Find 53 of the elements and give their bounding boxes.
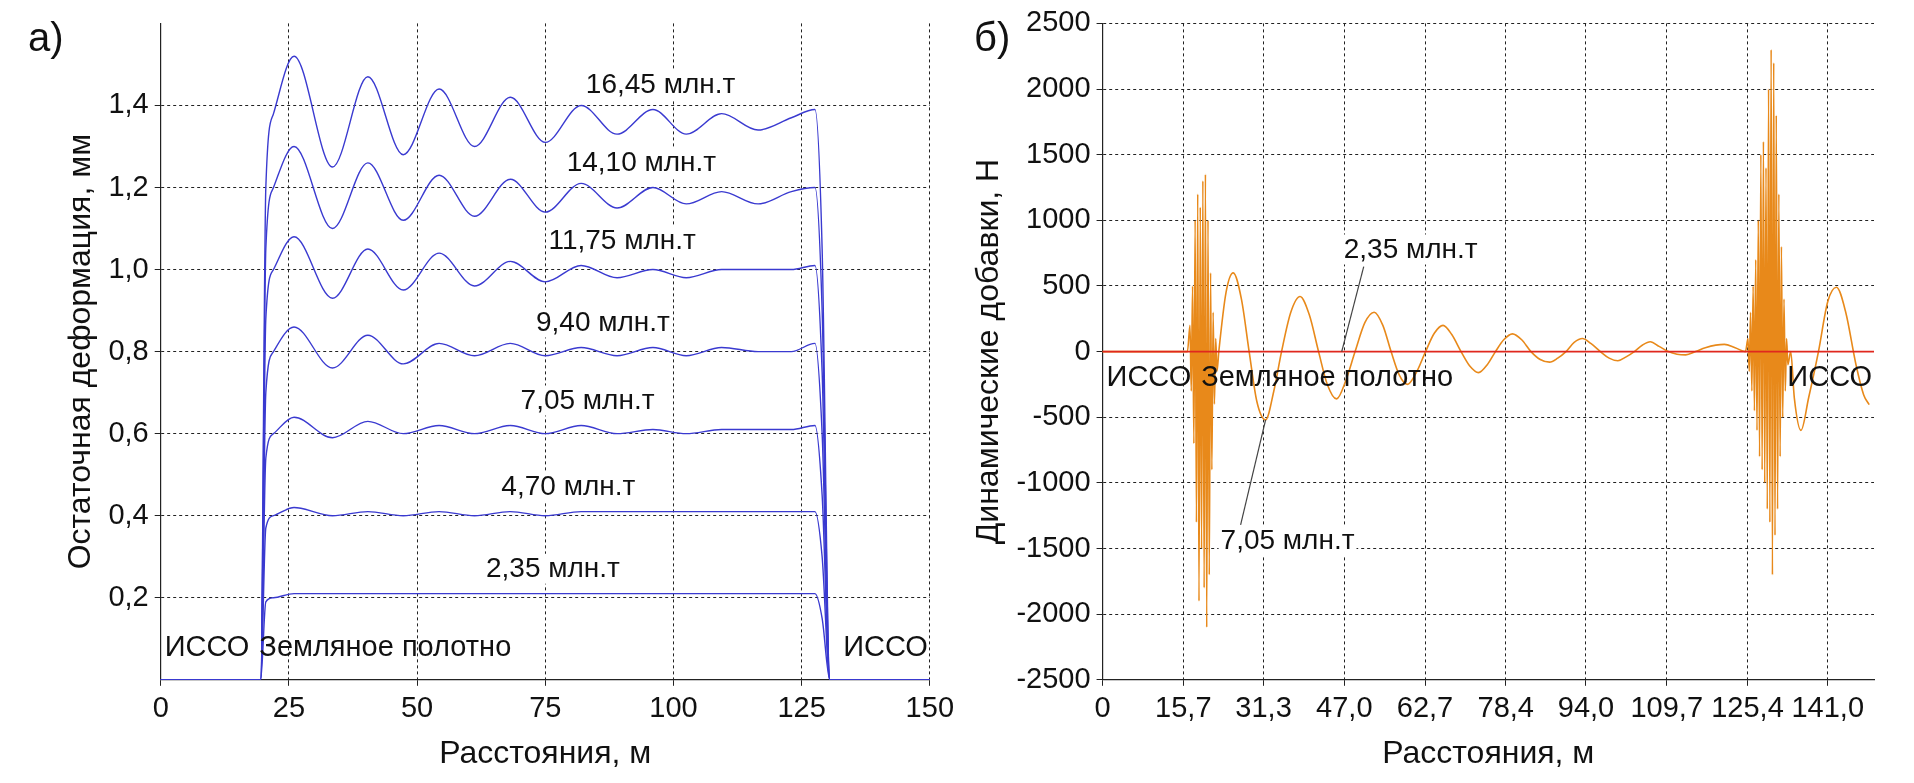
y-tick-label: 0,2 <box>108 579 149 612</box>
y-axis-title: Остаточная деформация, мм <box>61 133 98 570</box>
x-tick-label: 150 <box>905 691 954 724</box>
x-tick-label: 94,0 <box>1557 691 1615 724</box>
x-tick-label: 109,7 <box>1630 691 1704 724</box>
x-tick-label: 31,3 <box>1235 691 1292 724</box>
x-tick-label: 125,4 <box>1711 691 1784 724</box>
y-tick-label: 500 <box>1042 267 1091 300</box>
x-tick-label: 78,4 <box>1477 691 1534 724</box>
y-tick-label: -500 <box>1032 399 1091 432</box>
x-tick-label: 125 <box>777 691 826 724</box>
annotation: ИССО <box>164 629 250 662</box>
x-tick-label: 25 <box>272 691 306 724</box>
y-tick-label: 0,8 <box>108 333 149 366</box>
y-tick-label: 0,4 <box>108 497 149 530</box>
x-tick-label: 50 <box>400 691 434 724</box>
y-tick-label: 0 <box>1074 333 1091 366</box>
x-axis-title: Расстояния, м <box>1382 733 1595 770</box>
x-tick-label: 0 <box>152 691 169 724</box>
y-axis-title: Динамические добавки, Н <box>969 158 1006 545</box>
text: а) <box>28 15 64 60</box>
text: 2,35 млн.т <box>1343 233 1478 265</box>
y-tick-label: 1,0 <box>108 251 149 284</box>
x-tick-label: 62,7 <box>1396 691 1454 724</box>
y-tick-label: -1500 <box>1016 530 1091 563</box>
series-label: 7,05 млн.т <box>520 384 655 416</box>
y-tick-label: 2500 <box>1026 5 1091 38</box>
series-label: 9,40 млн.т <box>535 306 671 338</box>
x-tick-label: 47,0 <box>1316 691 1373 724</box>
series-label: 11,75 млн.т <box>548 224 697 256</box>
series-label: 16,45 млн.т <box>585 68 736 100</box>
x-tick-label: 100 <box>649 691 698 724</box>
y-tick-label: -1000 <box>1016 464 1091 497</box>
series-label: 14,10 млн.т <box>566 146 717 178</box>
text: б) <box>974 15 1011 60</box>
series-label: 7,05 млн.т <box>1220 523 1355 555</box>
x-tick-label: 0 <box>1094 691 1111 724</box>
y-tick-label: -2000 <box>1016 596 1091 629</box>
y-tick-label: 1,2 <box>108 169 149 202</box>
x-tick-label: 75 <box>529 691 562 724</box>
y-tick-label: 1,4 <box>108 87 149 120</box>
x-tick-label: 141,0 <box>1791 691 1864 724</box>
x-axis-title: Расстояния, м <box>439 733 652 770</box>
annotation: ИССО <box>1106 359 1192 392</box>
x-tick-label: 15,7 <box>1155 691 1212 724</box>
series-label: 4,70 млн.т <box>501 470 636 502</box>
y-tick-label: 1000 <box>1026 202 1091 235</box>
y-tick-label: 1500 <box>1026 136 1091 169</box>
series-label: 2,35 млн.т <box>485 552 621 584</box>
y-tick-label: -2500 <box>1016 661 1091 694</box>
y-tick-label: 2000 <box>1026 71 1091 104</box>
annotation: ИССО <box>843 629 928 662</box>
y-tick-label: 0,6 <box>108 415 149 448</box>
